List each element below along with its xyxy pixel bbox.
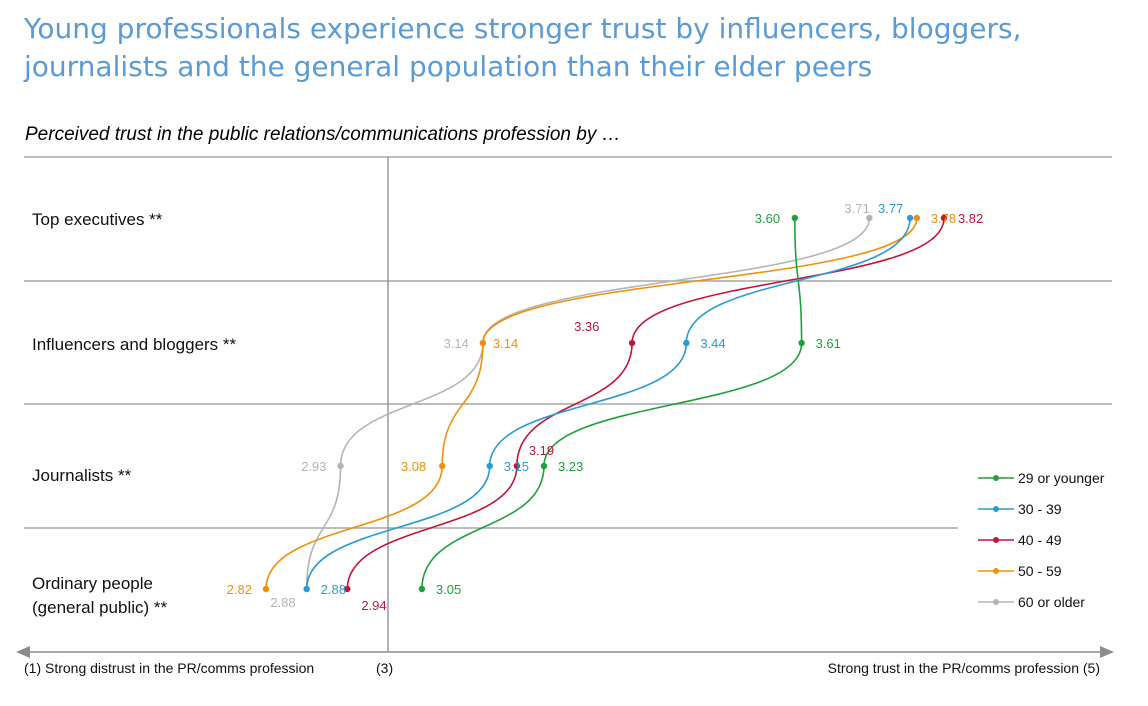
- data-label-40-49-1: 3.36: [574, 319, 599, 334]
- data-label-50-59-1: 3.14: [493, 336, 518, 351]
- data-label-30-39-0: 3.77: [878, 201, 903, 216]
- data-label-30-39-1: 3.44: [700, 336, 725, 351]
- point-29-or-younger-1: [798, 339, 805, 347]
- point-29-or-younger-3: [418, 585, 426, 593]
- legend-item-50-59: 50 - 59: [976, 555, 1104, 586]
- series-line-29-or-younger: [421, 217, 803, 590]
- data-label-29-or-younger-0: 3.60: [755, 211, 780, 226]
- data-label-40-49-3: 2.94: [361, 598, 386, 613]
- legend-item-29-or-younger: 29 or younger: [976, 462, 1104, 493]
- legend-item-60-or-older: 60 or older: [976, 586, 1104, 617]
- point-60-or-older-0: [866, 214, 873, 222]
- point-30-39-3: [303, 585, 310, 593]
- series-line-30-39: [305, 217, 911, 590]
- data-label-30-39-3: 2.88: [321, 582, 346, 597]
- point-40-49-0: [940, 214, 948, 222]
- axis-right-label: Strong trust in the PR/comms profession …: [827, 660, 1100, 676]
- data-label-40-49-2: 3.19: [529, 443, 554, 458]
- data-label-29-or-younger-2: 3.23: [558, 459, 583, 474]
- point-30-39-1: [683, 339, 690, 347]
- legend-label-50-59: 50 - 59: [1018, 562, 1062, 579]
- data-label-30-39-2: 3.15: [504, 459, 529, 474]
- point-60-or-older-2: [337, 462, 344, 470]
- data-label-40-49-0: 3.82: [958, 211, 983, 226]
- legend-swatch-40-49: [978, 536, 1014, 543]
- legend-label-60-or-older: 60 or older: [1018, 593, 1085, 610]
- data-label-50-59-0: 3.78: [931, 211, 956, 226]
- category-label-0: Top executives **: [32, 210, 163, 229]
- point-40-49-3: [344, 585, 351, 593]
- x-axis-arrow-left: [16, 646, 30, 658]
- data-label-50-59-2: 3.08: [401, 459, 426, 474]
- legend-label-29-or-younger: 29 or younger: [1018, 469, 1105, 486]
- point-50-59-3: [262, 585, 270, 593]
- category-label-1: Influencers and bloggers **: [32, 335, 237, 354]
- data-label-60-or-older-2: 2.93: [301, 459, 326, 474]
- x-axis-arrow-right: [1100, 646, 1114, 658]
- point-50-59-2: [439, 462, 446, 470]
- legend-swatch-60-or-older: [978, 598, 1014, 605]
- chart-subtitle: Perceived trust in the public relations/…: [25, 124, 621, 145]
- point-50-59-0: [913, 214, 921, 222]
- data-label-50-59-3: 2.82: [227, 582, 252, 597]
- data-label-60-or-older-1: 3.14: [444, 336, 469, 351]
- point-29-or-younger-0: [791, 214, 798, 222]
- axis-left-label: (1) Strong distrust in the PR/comms prof…: [24, 660, 315, 676]
- data-label-60-or-older-3: 2.88: [270, 595, 295, 610]
- point-40-49-1: [628, 339, 636, 347]
- legend-item-30-39: 30 - 39: [976, 493, 1104, 524]
- data-label-29-or-younger-3: 3.05: [436, 582, 461, 597]
- legend-swatch-29-or-younger: [978, 474, 1014, 481]
- legend-label-40-49: 40 - 49: [1018, 531, 1062, 548]
- legend-swatch-50-59: [978, 567, 1014, 574]
- legend-label-30-39: 30 - 39: [1018, 500, 1062, 517]
- data-label-29-or-younger-1: 3.61: [816, 336, 841, 351]
- legend-swatch-30-39: [978, 505, 1014, 512]
- axis-mid-label: (3): [376, 660, 394, 676]
- point-29-or-younger-2: [540, 462, 548, 470]
- series-line-50-59: [265, 217, 918, 590]
- chart-title: Young professionals experience stronger …: [24, 12, 1022, 83]
- category-label-3: Ordinary people (general public) **: [32, 574, 168, 617]
- data-label-60-or-older-0: 3.71: [844, 201, 869, 216]
- point-40-49-2: [513, 462, 521, 470]
- series-line-60-or-older: [305, 217, 871, 590]
- category-label-2: Journalists **: [32, 466, 132, 485]
- point-50-59-1: [479, 339, 487, 347]
- legend-item-40-49: 40 - 49: [976, 524, 1104, 555]
- point-30-39-2: [486, 462, 493, 470]
- point-30-39-0: [906, 214, 914, 222]
- legend: 29 or younger 30 - 39 40 - 49 50 - 59 60 or …: [976, 462, 1104, 617]
